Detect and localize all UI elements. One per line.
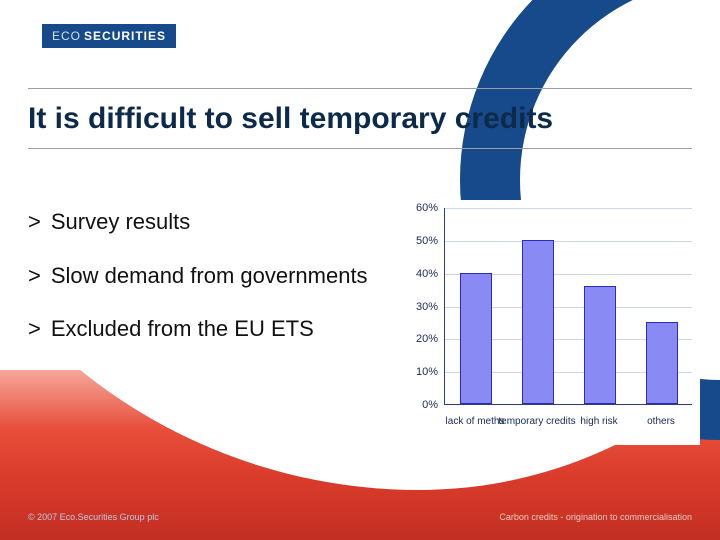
chart-ytick: 30% — [400, 301, 444, 313]
rule-bottom — [28, 148, 692, 149]
chart-ytick: 60% — [400, 202, 444, 214]
chart-bar — [522, 240, 554, 404]
logo-prefix: ECO — [52, 29, 81, 43]
chart-ytick: 10% — [400, 366, 444, 378]
chart-ytick: 0% — [400, 399, 444, 411]
footer-copyright: © 2007 Eco.Securities Group plc — [28, 512, 159, 522]
bullet-marker: > — [28, 262, 41, 290]
chart-gridline — [445, 241, 692, 242]
chart-ytick: 50% — [400, 235, 444, 247]
chart-bar — [646, 322, 678, 404]
rule-top — [28, 88, 692, 89]
survey-bar-chart: 0% 10% 20% 30% 40% 50% 60% lack of methstempora… — [400, 200, 700, 445]
chart-bar — [584, 286, 616, 404]
chart-xtick: high risk — [580, 416, 617, 427]
logo: ECO SECURITIES — [42, 24, 176, 48]
bullet-text: Excluded from the EU ETS — [51, 315, 314, 343]
logo-main: SECURITIES — [84, 29, 166, 43]
bullet-marker: > — [28, 208, 41, 236]
chart-xtick: lack of meths — [446, 416, 505, 427]
chart-ytick: 20% — [400, 333, 444, 345]
bullet-text: Survey results — [51, 208, 190, 236]
chart-gridline — [445, 208, 692, 209]
chart-xtick: temporary credits — [498, 416, 575, 427]
footer-tagline: Carbon credits - origination to commerci… — [499, 512, 692, 522]
slide-title: It is difficult to sell temporary credit… — [28, 102, 553, 136]
bullet-item: > Excluded from the EU ETS — [28, 315, 378, 343]
chart-ytick: 40% — [400, 268, 444, 280]
bullet-list: > Survey results > Slow demand from gove… — [28, 208, 378, 369]
slide: ECO SECURITIES It is difficult to sell t… — [0, 0, 720, 540]
bullet-text: Slow demand from governments — [51, 262, 368, 290]
bullet-marker: > — [28, 315, 41, 343]
bullet-item: > Slow demand from governments — [28, 262, 378, 290]
chart-plot-area — [444, 208, 692, 405]
bullet-item: > Survey results — [28, 208, 378, 236]
chart-xtick: others — [647, 416, 675, 427]
chart-bar — [460, 273, 492, 404]
